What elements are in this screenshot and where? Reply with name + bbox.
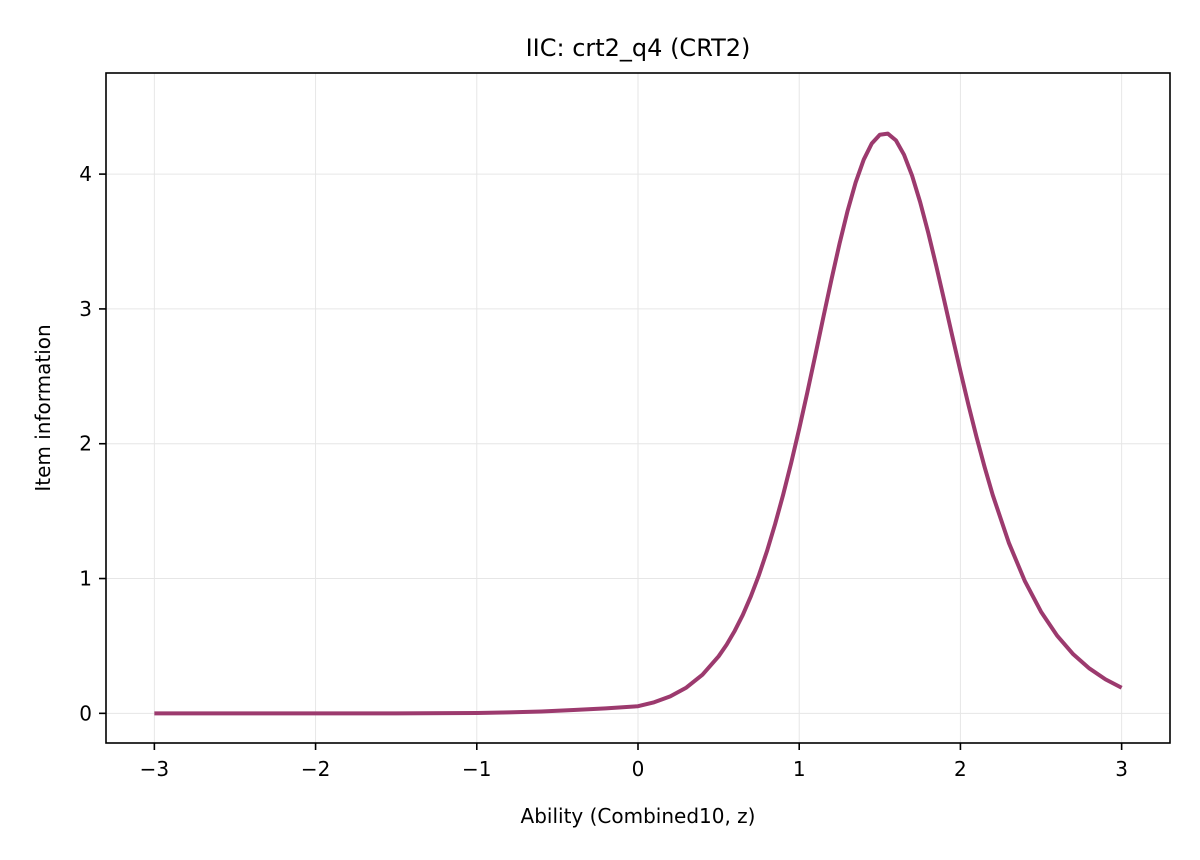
x-axis-label: Ability (Combined10, z)	[521, 804, 756, 828]
y-axis: 0 1 2 3 4	[79, 162, 106, 725]
x-tick-label: −3	[140, 757, 169, 781]
chart-title: IIC: crt2_q4 (CRT2)	[526, 34, 751, 62]
x-tick-label: −2	[301, 757, 330, 781]
y-axis-label: Item information	[31, 324, 55, 491]
x-tick-label: 0	[632, 757, 645, 781]
x-tick-label: 1	[793, 757, 806, 781]
x-tick-label: −1	[462, 757, 491, 781]
y-tick-label: 3	[79, 297, 92, 321]
y-tick-label: 0	[79, 701, 92, 725]
y-tick-label: 1	[79, 567, 92, 591]
x-tick-label: 2	[954, 757, 967, 781]
series-line	[154, 131, 1123, 716]
grid	[106, 73, 1170, 743]
x-axis: −3 −2 −1 0 1 2 3	[140, 743, 1128, 781]
y-tick-label: 4	[79, 162, 92, 186]
y-tick-label: 2	[79, 432, 92, 456]
series-layer	[154, 131, 1123, 716]
x-tick-label: 3	[1115, 757, 1128, 781]
